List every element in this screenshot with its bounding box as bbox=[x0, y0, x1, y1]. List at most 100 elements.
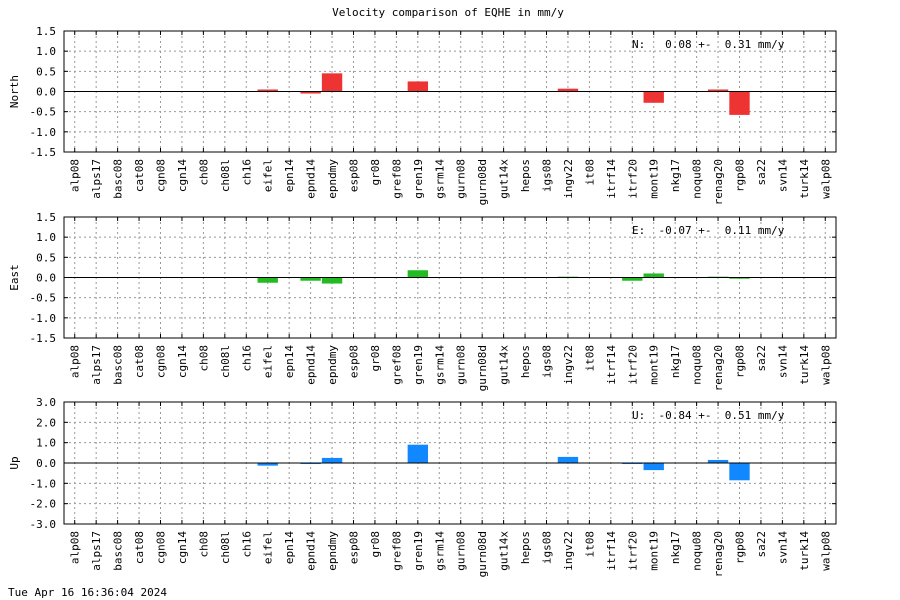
plot-frame bbox=[63, 30, 837, 153]
y-tick-label: 2.0 bbox=[36, 416, 56, 429]
x-tick-label-cgn14: cgn14 bbox=[176, 345, 189, 378]
bar-eifel bbox=[257, 463, 278, 466]
x-tick-label-mont19: mont19 bbox=[648, 159, 661, 199]
x-tick-label-cat08: cat08 bbox=[133, 531, 146, 564]
x-tick-label-gr08: gr08 bbox=[369, 531, 382, 558]
x-tick-label-epnd14: epnd14 bbox=[305, 345, 318, 385]
y-tick-label: -0.5 bbox=[30, 106, 57, 119]
chart-panels: 1.5 1.0 0.5 0.0 -0.5 -1.0 -1.5 alp08 alps17 basc0… bbox=[8, 25, 837, 577]
x-tick-label-mont19: mont19 bbox=[648, 531, 661, 571]
x-tick-label-renag20: renag20 bbox=[712, 159, 725, 205]
x-tick-label-sa22: sa22 bbox=[755, 531, 768, 558]
x-tick-label-ch08l: ch08l bbox=[219, 159, 232, 192]
x-tick-label-basc08: basc08 bbox=[112, 345, 125, 385]
bar-mont19 bbox=[643, 273, 664, 278]
x-tick-label-ch16: ch16 bbox=[240, 159, 253, 186]
x-tick-label-epnd14: epnd14 bbox=[305, 159, 318, 199]
x-tick-label-sa22: sa22 bbox=[755, 345, 768, 372]
x-tick-label-itrf20: itrf20 bbox=[626, 531, 639, 571]
x-tick-label-epndmy: epndmy bbox=[326, 345, 339, 385]
x-tick-label-eifel: eifel bbox=[262, 159, 275, 192]
timestamp-footer: Tue Apr 16 16:36:04 2024 bbox=[8, 586, 167, 599]
y-tick-label: -0.5 bbox=[30, 292, 57, 305]
x-tick-label-esp08: esp08 bbox=[348, 159, 361, 192]
x-tick-label-gurn08d: gurn08d bbox=[476, 159, 489, 205]
x-tick-label-alps17: alps17 bbox=[90, 345, 103, 385]
bar-renag20 bbox=[707, 459, 729, 463]
x-tick-label-ch08: ch08 bbox=[197, 159, 210, 186]
x-tick-label-ingv22: ingv22 bbox=[562, 531, 575, 571]
y-tick-label: 3.0 bbox=[36, 396, 56, 409]
x-tick-label-cgn08: cgn08 bbox=[155, 345, 168, 378]
x-tick-label-gsrm14: gsrm14 bbox=[433, 159, 446, 199]
x-tick-label-ch08: ch08 bbox=[197, 531, 210, 558]
x-tick-label-gut14x: gut14x bbox=[498, 345, 511, 385]
bar-itrf20 bbox=[622, 277, 643, 281]
x-tick-label-itrf14: itrf14 bbox=[605, 531, 618, 571]
stats-annotation: E: -0.07 +- 0.11 mm/y bbox=[632, 224, 785, 237]
x-tick-label-eifel: eifel bbox=[262, 345, 275, 378]
x-tick-label-turk14: turk14 bbox=[798, 345, 811, 385]
x-tick-label-hepos: hepos bbox=[519, 345, 532, 378]
x-tick-label-gref08: gref08 bbox=[390, 531, 403, 571]
x-tick-label-alps17: alps17 bbox=[90, 531, 103, 571]
bar-rgp08 bbox=[729, 91, 750, 115]
bar-gren19 bbox=[407, 81, 429, 92]
x-tick-label-epn14: epn14 bbox=[283, 345, 296, 378]
x-tick-label-epndmy: epndmy bbox=[326, 531, 339, 571]
x-tick-label-walp08: walp08 bbox=[819, 345, 832, 385]
x-tick-label-hepos: hepos bbox=[519, 159, 532, 192]
x-tick-label-gref08: gref08 bbox=[390, 345, 403, 385]
bar-epnd14 bbox=[300, 91, 321, 94]
plot-frame bbox=[63, 401, 837, 525]
bar-ingv22 bbox=[557, 456, 579, 463]
y-tick-label: 1.5 bbox=[36, 211, 56, 224]
x-tick-label-cgn08: cgn08 bbox=[155, 159, 168, 192]
y-tick-label: 0.0 bbox=[36, 272, 56, 285]
x-tick-label-it08: it08 bbox=[583, 345, 596, 372]
bar-epndmy bbox=[321, 457, 343, 463]
x-tick-label-alps17: alps17 bbox=[90, 159, 103, 199]
panel-up: 3.0 2.0 1.0 0.0 -1.0 -2.0 -3.0 alp08 alps17 basc0… bbox=[8, 396, 837, 577]
x-tick-label-gren19: gren19 bbox=[412, 159, 425, 199]
x-tick-label-noqu08: noqu08 bbox=[691, 345, 704, 385]
panel-north: 1.5 1.0 0.5 0.0 -0.5 -1.0 -1.5 alp08 alps17 basc0… bbox=[8, 25, 837, 205]
x-tick-label-alp08: alp08 bbox=[69, 531, 82, 564]
x-tick-label-ch08l: ch08l bbox=[219, 345, 232, 378]
x-tick-label-ch16: ch16 bbox=[240, 531, 253, 558]
x-tick-label-itrf14: itrf14 bbox=[605, 345, 618, 385]
x-tick-label-noqu08: noqu08 bbox=[691, 159, 704, 199]
x-tick-label-it08: it08 bbox=[583, 159, 596, 186]
x-tick-label-rgp08: rgp08 bbox=[734, 159, 747, 192]
x-tick-label-gr08: gr08 bbox=[369, 159, 382, 186]
x-tick-label-noqu08: noqu08 bbox=[691, 531, 704, 571]
x-tick-label-ingv22: ingv22 bbox=[562, 345, 575, 385]
x-tick-label-alp08: alp08 bbox=[69, 345, 82, 378]
y-tick-label: 0.5 bbox=[36, 65, 56, 78]
stats-annotation: N: 0.08 +- 0.31 mm/y bbox=[632, 38, 785, 51]
y-tick-label: 1.0 bbox=[36, 231, 56, 244]
x-tick-label-ch16: ch16 bbox=[240, 345, 253, 372]
x-tick-label-eifel: eifel bbox=[262, 531, 275, 564]
bar-eifel bbox=[257, 89, 278, 92]
x-tick-label-walp08: walp08 bbox=[819, 531, 832, 571]
x-tick-label-gsrm14: gsrm14 bbox=[433, 531, 446, 571]
x-tick-label-gr08: gr08 bbox=[369, 345, 382, 372]
x-tick-label-cat08: cat08 bbox=[133, 159, 146, 192]
x-tick-label-basc08: basc08 bbox=[112, 531, 125, 571]
x-tick-label-cgn14: cgn14 bbox=[176, 159, 189, 192]
x-tick-label-turk14: turk14 bbox=[798, 531, 811, 571]
x-tick-label-gsrm14: gsrm14 bbox=[433, 345, 446, 385]
x-tick-label-it08: it08 bbox=[583, 531, 596, 558]
x-tick-label-epn14: epn14 bbox=[283, 531, 296, 564]
y-tick-label: 0.5 bbox=[36, 251, 56, 264]
bar-ingv22 bbox=[557, 88, 579, 92]
x-tick-label-gurn08d: gurn08d bbox=[476, 531, 489, 577]
bar-epnd14 bbox=[300, 463, 321, 465]
x-tick-label-nkg17: nkg17 bbox=[669, 159, 682, 192]
y-tick-label: 1.0 bbox=[36, 437, 56, 450]
x-tick-label-renag20: renag20 bbox=[712, 345, 725, 391]
bar-epndmy bbox=[321, 73, 343, 92]
y-tick-label: 0.0 bbox=[36, 86, 56, 99]
